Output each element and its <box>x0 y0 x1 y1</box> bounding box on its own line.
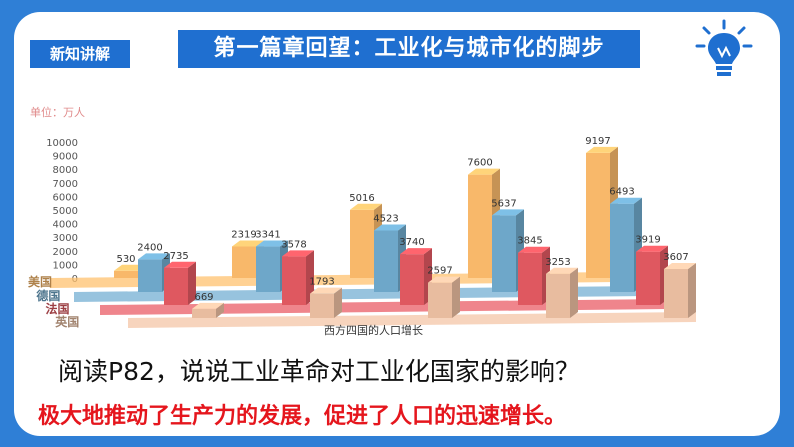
slide-frame <box>14 12 780 436</box>
y-tick-label: 1000 <box>53 260 78 271</box>
data-label: 2597 <box>427 266 452 277</box>
data-label: 9197 <box>585 136 610 147</box>
data-label: 2319 <box>231 229 256 240</box>
data-label: 3845 <box>517 236 542 247</box>
data-label: 5016 <box>349 193 374 204</box>
data-label: 669 <box>194 292 213 303</box>
bar <box>192 302 224 318</box>
bar <box>428 276 460 318</box>
bar <box>664 262 696 318</box>
series-label: 美国 <box>28 274 52 289</box>
bar <box>164 261 196 305</box>
y-tick-label: 8000 <box>53 165 78 176</box>
data-label: 2400 <box>137 242 162 253</box>
series-label: 法国 <box>46 301 70 316</box>
series-label: 英国 <box>55 314 79 329</box>
data-label: 3253 <box>545 257 570 268</box>
y-tick-label: 7000 <box>53 179 78 190</box>
data-label: 3607 <box>663 252 688 263</box>
y-tick-label: 5000 <box>53 206 78 217</box>
y-tick-label: 9000 <box>53 152 78 163</box>
data-label: 7600 <box>467 158 492 169</box>
y-tick-label: 10000 <box>46 138 78 149</box>
bar <box>400 248 432 305</box>
bar <box>282 250 314 305</box>
series-label: 德国 <box>36 288 60 303</box>
bar <box>138 253 170 292</box>
bar <box>518 246 550 305</box>
y-tick-label: 4000 <box>53 220 78 231</box>
data-label: 2735 <box>163 251 188 262</box>
population-chart: 单位：万人 0100020003000400050006000700080009… <box>28 105 696 337</box>
data-label: 5637 <box>491 198 516 209</box>
data-label: 3919 <box>635 235 660 246</box>
data-label: 3578 <box>281 239 306 250</box>
question-text: 阅读P82，说说工业革命对工业化国家的影响？ <box>58 357 580 386</box>
chart-caption: 西方四国的人口增长 <box>324 323 423 337</box>
data-label: 3740 <box>399 237 424 248</box>
slide-title: 第一篇章回望：工业化与城市化的脚步 <box>178 30 640 68</box>
answer-text: 极大地推动了生产力的发展，促进了人口的迅速增长。 <box>38 404 567 429</box>
y-tick-label: 2000 <box>53 247 78 258</box>
bar <box>310 287 342 318</box>
chart-unit-label: 单位：万人 <box>30 105 85 119</box>
data-label: 530 <box>116 254 135 265</box>
lightbulb-icon <box>695 19 753 76</box>
data-label: 1793 <box>309 277 334 288</box>
y-tick-label: 6000 <box>53 192 78 203</box>
data-label: 6493 <box>609 187 634 198</box>
section-badge: 新知讲解 <box>30 40 130 68</box>
bar <box>546 267 578 318</box>
data-label: 3341 <box>255 230 280 241</box>
data-label: 4523 <box>373 213 398 224</box>
y-tick-label: 3000 <box>53 233 78 244</box>
